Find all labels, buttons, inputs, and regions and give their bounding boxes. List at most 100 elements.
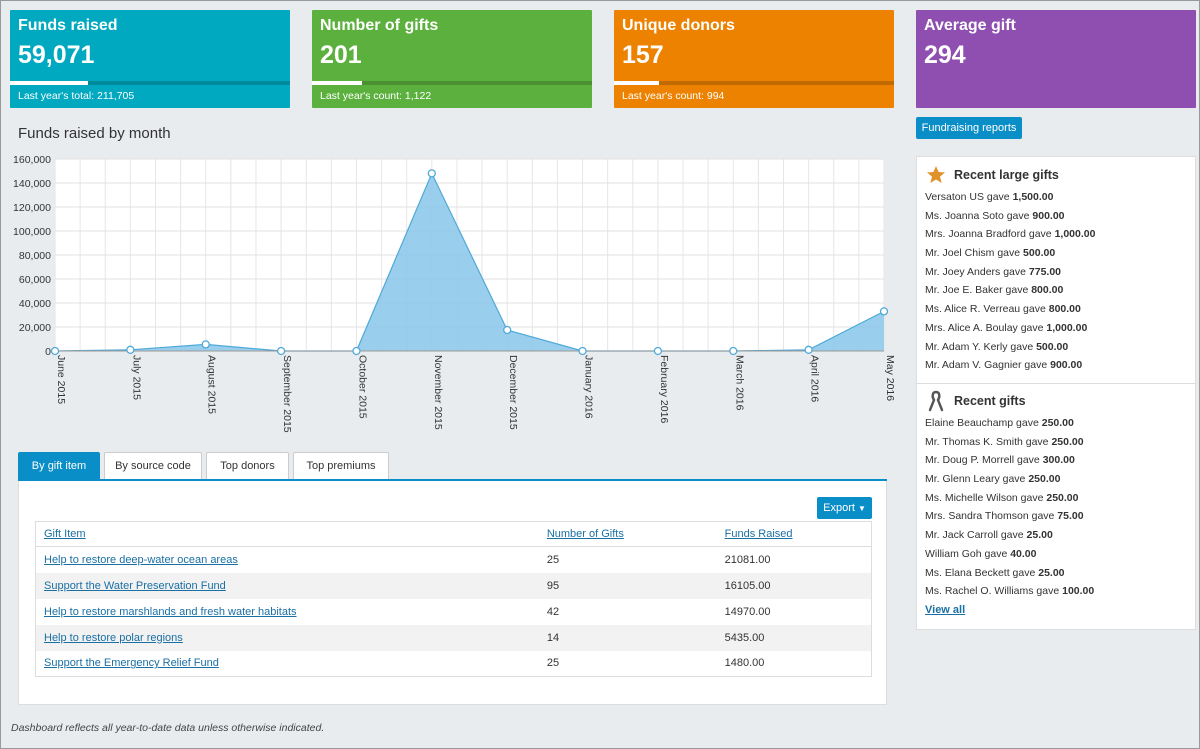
y-tick-label: 0 bbox=[45, 346, 51, 358]
large-gifts-list: Versaton US gave 1,500.00 Ms. Joanna Soto… bbox=[925, 188, 1187, 375]
y-tick-label: 160,000 bbox=[13, 154, 51, 166]
gift-amount: 1,500.00 bbox=[1012, 191, 1054, 203]
gift-entry: Versaton US gave 1,500.00 bbox=[925, 188, 1187, 207]
gift-donor: Mr. Thomas K. Smith gave bbox=[925, 435, 1052, 448]
export-button[interactable]: Export ▼ bbox=[817, 497, 872, 519]
x-tick-label: July 2015 bbox=[130, 355, 142, 400]
gift-donor: Versaton US gave bbox=[925, 191, 1013, 203]
y-tick-label: 100,000 bbox=[13, 226, 51, 238]
recent-gifts-list: Elaine Beauchamp gave 250.00 Mr. Thomas K… bbox=[925, 414, 1187, 601]
gift-entry: Mrs. Joanna Bradford gave 1,000.00 bbox=[925, 225, 1187, 244]
tab-by-source-code[interactable]: By source code bbox=[104, 452, 202, 479]
gift-entry: Mrs. Alice A. Boulay gave 1,000.00 bbox=[925, 319, 1187, 338]
section-header: Recent large gifts bbox=[925, 162, 1187, 188]
gift-donor: Mrs. Sandra Thomson gave bbox=[925, 510, 1058, 523]
gift-item-cell[interactable]: Help to restore marshlands and fresh wat… bbox=[36, 599, 539, 625]
kpi-average-gift: Average gift 294 bbox=[916, 10, 1196, 108]
gift-item-link[interactable]: Support the Emergency Relief Fund bbox=[44, 657, 219, 670]
recent-large-gifts-section: Recent large gifts Versaton US gave 1,50… bbox=[917, 162, 1195, 375]
data-point[interactable] bbox=[201, 340, 210, 349]
gift-donor: Mr. Adam V. Gagnier gave bbox=[925, 359, 1051, 372]
gift-amount: 1,000.00 bbox=[1046, 321, 1088, 334]
tab-underline bbox=[18, 479, 887, 481]
sort-link[interactable]: Number of Gifts bbox=[546, 528, 624, 540]
sort-link[interactable]: Gift Item bbox=[44, 528, 86, 540]
gift-donor: Ms. Alice R. Verreau gave bbox=[925, 303, 1049, 316]
kpi-progress-fill bbox=[614, 81, 659, 85]
gift-donor: Ms. Joanna Soto gave bbox=[925, 209, 1033, 222]
column-header-funds-raised[interactable]: Funds Raised bbox=[716, 521, 872, 547]
gift-amount: 500.00 bbox=[1036, 340, 1069, 353]
gift-entry: William Goh gave 40.00 bbox=[925, 545, 1187, 564]
data-point[interactable] bbox=[879, 307, 889, 316]
section-title: Recent gifts bbox=[954, 394, 1026, 408]
data-point[interactable] bbox=[503, 325, 512, 335]
gift-entry: Ms. Rachel O. Williams gave 100.00 bbox=[925, 582, 1187, 601]
gift-entry: Mr. Glenn Leary gave 250.00 bbox=[925, 470, 1187, 489]
x-tick-label: December 2015 bbox=[507, 355, 519, 430]
column-header-gift-item[interactable]: Gift Item bbox=[35, 521, 539, 547]
gift-item-cell[interactable]: Help to restore polar regions bbox=[35, 624, 539, 651]
gift-item-cell[interactable]: Support the Water Preservation Fund bbox=[35, 572, 539, 599]
x-tick-label: June 2015 bbox=[55, 355, 67, 404]
kpi-subtext: Last year's count: 1,122 bbox=[320, 90, 432, 102]
kpi-value: 201 bbox=[320, 41, 362, 69]
x-tick-label: May 2016 bbox=[884, 355, 896, 401]
table-header-row: Gift Item Number of Gifts Funds Raised bbox=[35, 521, 872, 547]
gift-donor: Mr. Joey Anders gave bbox=[925, 265, 1029, 278]
x-tick-label: November 2015 bbox=[432, 355, 444, 430]
gift-item-link[interactable]: Support the Water Preservation Fund bbox=[44, 579, 226, 592]
tab-top-donors[interactable]: Top donors bbox=[206, 452, 289, 479]
gift-item-link[interactable]: Help to restore deep-water ocean areas bbox=[44, 553, 238, 566]
chart-title: Funds raised by month bbox=[18, 125, 171, 142]
kpi-subtext: Last year's count: 994 bbox=[622, 90, 725, 102]
table-row: Help to restore deep-water ocean areas 25… bbox=[36, 547, 872, 573]
data-point[interactable] bbox=[50, 346, 60, 356]
data-point[interactable] bbox=[352, 346, 361, 356]
gift-item-link[interactable]: Help to restore marshlands and fresh wat… bbox=[44, 605, 297, 618]
kpi-progress-bar bbox=[312, 81, 592, 85]
data-point[interactable] bbox=[653, 346, 663, 356]
gift-amount: 250.00 bbox=[1041, 417, 1074, 429]
y-tick-label: 60,000 bbox=[19, 274, 51, 286]
funds-raised-cell: 21081.00 bbox=[724, 553, 771, 566]
kpi-progress-fill bbox=[10, 81, 89, 85]
data-point[interactable] bbox=[126, 345, 135, 354]
data-point[interactable] bbox=[427, 169, 436, 178]
gift-donor: Mr. Adam Y. Kerly gave bbox=[925, 340, 1037, 353]
kpi-value: 59,071 bbox=[18, 41, 95, 69]
gift-item-link[interactable]: Help to restore polar regions bbox=[44, 631, 183, 644]
gift-donor: Ms. Rachel O. Williams gave bbox=[925, 585, 1063, 598]
gift-donor: Ms. Michelle Wilson gave bbox=[925, 491, 1047, 504]
fundraising-reports-button[interactable]: Fundraising reports bbox=[916, 117, 1022, 139]
gift-item-cell[interactable]: Help to restore deep-water ocean areas bbox=[36, 547, 539, 573]
x-tick-label: April 2016 bbox=[809, 355, 821, 402]
data-point[interactable] bbox=[578, 346, 587, 356]
tab-top-premiums[interactable]: Top premiums bbox=[293, 452, 389, 479]
gift-donor: Mr. Joel Chism gave bbox=[925, 247, 1024, 260]
recent-gifts-sidebar: Recent large gifts Versaton US gave 1,50… bbox=[916, 156, 1196, 630]
gift-amount: 900.00 bbox=[1032, 209, 1065, 222]
gift-entry: Mr. Thomas K. Smith gave 250.00 bbox=[925, 433, 1187, 452]
x-tick-label: January 2016 bbox=[583, 355, 595, 419]
number-of-gifts-cell: 25 bbox=[546, 553, 560, 566]
table-row: Help to restore polar regions 14 5435.00 bbox=[35, 624, 872, 651]
data-point[interactable] bbox=[729, 346, 738, 356]
gift-donor: Mr. Jack Carroll gave bbox=[925, 529, 1027, 542]
y-tick-label: 80,000 bbox=[19, 250, 51, 262]
data-point[interactable] bbox=[804, 345, 813, 354]
number-of-gifts-cell: 25 bbox=[546, 657, 560, 670]
gift-amount: 250.00 bbox=[1028, 473, 1061, 486]
view-all-link[interactable]: View all bbox=[925, 603, 966, 616]
sort-link[interactable]: Funds Raised bbox=[724, 528, 793, 540]
gift-entry: Mr. Joe E. Baker gave 800.00 bbox=[925, 281, 1187, 300]
kpi-unique-donors: Unique donors 157 Last year's count: 994 bbox=[614, 10, 894, 108]
gift-donor: Mrs. Alice A. Boulay gave bbox=[925, 321, 1047, 334]
gift-item-cell[interactable]: Support the Emergency Relief Fund bbox=[36, 651, 539, 677]
column-header-number-of-gifts[interactable]: Number of Gifts bbox=[538, 521, 717, 547]
tab-by-gift-item[interactable]: By gift item bbox=[18, 452, 100, 479]
gift-entry: Mr. Adam V. Gagnier gave 900.00 bbox=[925, 356, 1187, 375]
data-point[interactable] bbox=[276, 346, 286, 356]
gift-entry: Mr. Joel Chism gave 500.00 bbox=[925, 244, 1187, 263]
footer-note: Dashboard reflects all year-to-date data… bbox=[11, 722, 325, 734]
